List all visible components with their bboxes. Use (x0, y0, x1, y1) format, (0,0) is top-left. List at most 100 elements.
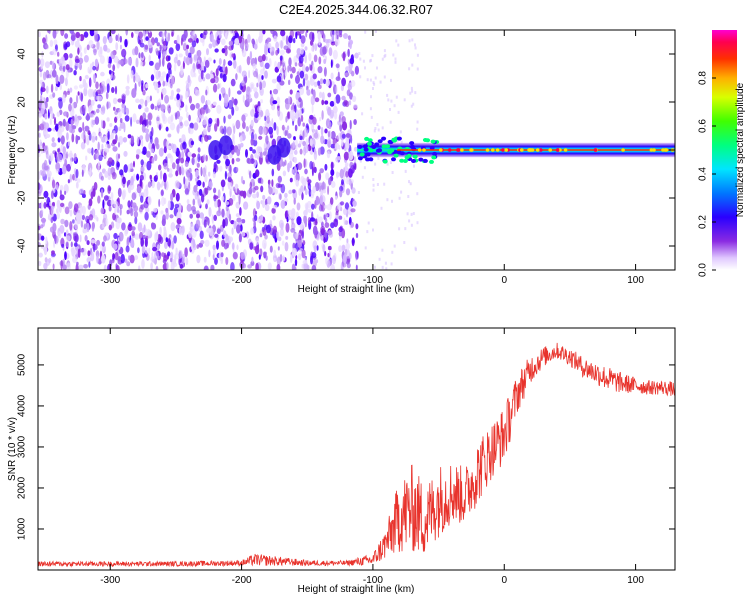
spectrogram-noise-speck (192, 198, 196, 206)
spectrogram-noise-speck (175, 158, 180, 165)
spectrogram-noise-speck (345, 171, 349, 178)
spectrogram-noise-speck (293, 197, 296, 205)
snr-panel: -300 -200 -100 0 100 1000 2000 3000 4000 5000 He… (7, 327, 676, 595)
spectrogram-faint-speck (381, 265, 384, 269)
spectrogram-noise-speck (149, 60, 154, 66)
spectrogram-noise-speck (137, 247, 140, 254)
spectrogram-x-tick-label: 0 (501, 275, 507, 286)
spectrogram-noise-speck (178, 249, 182, 260)
spectrogram-noise-speck (127, 184, 132, 194)
spectrogram-noise-speck (134, 46, 139, 56)
spectrogram-noise-speck (119, 204, 123, 210)
spectrogram-peak-dot (460, 148, 464, 152)
spectrogram-noise-speck (141, 150, 147, 155)
spectrogram-noise-speck (107, 130, 110, 140)
colorbar-scale (712, 30, 737, 270)
spectrogram-noise-speck (291, 247, 297, 257)
spectrogram-noise-speck (335, 85, 338, 94)
spectrogram-noise-speck (272, 88, 279, 95)
spectrogram-noise-speck (163, 146, 167, 154)
spectrogram-noise-speck (329, 100, 335, 107)
spectrogram-noise-speck (317, 125, 321, 130)
spectrogram-peak-dot (501, 148, 505, 152)
spectrogram-noise-speck (277, 246, 280, 251)
spectrogram-noise-speck (156, 143, 159, 150)
spectrogram-band-speck (396, 136, 402, 141)
spectrogram-noise-speck (77, 248, 81, 258)
spectrogram-noise-speck (285, 222, 290, 233)
spectrogram-noise-speck (126, 209, 130, 215)
spectrogram-noise-speck (91, 61, 95, 68)
spectrogram-noise-speck (292, 189, 296, 194)
spectrogram-noise-speck (313, 245, 317, 253)
spectrogram-noise-speck (250, 260, 255, 266)
spectrogram-noise-speck (88, 69, 92, 74)
spectrogram-y-tick-label: 20 (17, 96, 28, 108)
spectrogram-noise-speck (200, 166, 203, 177)
spectrogram-noise-speck (141, 181, 144, 190)
spectrogram-noise-speck (182, 40, 187, 50)
spectrogram-noise-speck (313, 81, 318, 88)
spectrogram-noise-speck (155, 214, 158, 221)
spectrogram-noise-speck (69, 220, 73, 231)
spectrogram-noise-speck (189, 223, 195, 232)
spectrogram-noise-speck (282, 255, 285, 262)
spectrogram-noise-speck (346, 262, 351, 269)
spectrogram-noise-speck (45, 44, 49, 49)
spectrogram-noise-speck (339, 189, 343, 198)
spectrogram-noise-speck (82, 107, 86, 115)
spectrogram-noise-speck (83, 47, 87, 54)
spectrogram-noise-speck (53, 39, 58, 46)
spectrogram-noise-speck (252, 63, 257, 69)
spectrogram-noise-speck (271, 168, 275, 177)
spectrogram-peak-dot (563, 148, 568, 152)
spectrogram-faint-speck (412, 212, 415, 215)
snr-x-tick-label: -100 (363, 575, 383, 586)
spectrogram-noise-speck (181, 253, 186, 264)
spectrogram-noise-speck (84, 74, 89, 80)
spectrogram-noise-speck (195, 219, 201, 229)
spectrogram-noise-speck (235, 119, 241, 130)
spectrogram-noise-speck (148, 247, 151, 254)
spectrogram-faint-speck (377, 157, 380, 160)
spectrogram-noise-speck (154, 154, 158, 162)
spectrogram-noise-speck (355, 233, 359, 238)
spectrogram-noise-speck (170, 89, 174, 97)
spectrogram-noise-speck (189, 213, 193, 219)
spectrogram-noise-speck (174, 62, 177, 72)
spectrogram-noise-speck (123, 164, 128, 173)
spectrogram-noise-speck (72, 232, 77, 237)
spectrogram-noise-speck (183, 30, 188, 39)
spectrogram-noise-speck (250, 109, 255, 117)
spectrogram-noise-speck (297, 117, 302, 127)
spectrogram-noise-speck (231, 97, 235, 103)
spectrogram-noise-speck (85, 134, 89, 145)
spectrogram-noise-speck (273, 35, 278, 42)
spectrogram-noise-speck (236, 148, 241, 157)
spectrogram-faint-speck (361, 112, 364, 116)
spectrogram-noise-speck (44, 61, 51, 69)
spectrogram-noise-speck (285, 116, 288, 123)
spectrogram-band-speck (363, 147, 369, 152)
spectrogram-noise-speck (117, 142, 121, 148)
spectrogram-noise-speck (253, 87, 258, 93)
spectrogram-noise-speck (259, 233, 263, 238)
spectrogram-noise-speck (226, 126, 232, 136)
spectrogram-noise-speck (275, 49, 279, 56)
spectrogram-noise-speck (269, 90, 272, 95)
spectrogram-faint-speck (359, 159, 362, 163)
spectrogram-band-speck (368, 157, 374, 162)
spectrogram-noise-speck (323, 66, 327, 77)
spectrogram-noise-speck (167, 167, 170, 172)
spectrogram-noise-speck (72, 219, 75, 224)
spectrogram-noise-speck (327, 245, 332, 251)
spectrogram-noise-speck (296, 48, 302, 56)
spectrogram-peak-dot (422, 148, 426, 152)
spectrogram-band-speck (422, 158, 428, 163)
spectrogram-noise-speck (354, 52, 359, 59)
spectrogram-noise-speck (310, 95, 315, 106)
spectrogram-noise-speck (55, 168, 60, 173)
spectrogram-noise-speck (299, 140, 304, 145)
spectrogram-noise-speck (43, 202, 47, 209)
